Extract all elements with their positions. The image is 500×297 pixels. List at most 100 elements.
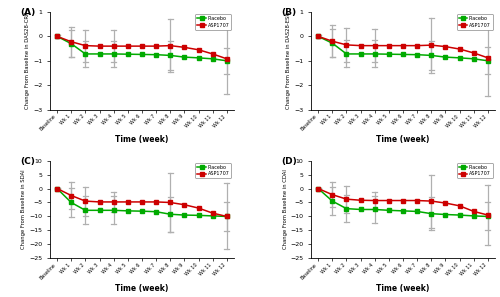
ASP1707 [485, 213, 491, 217]
Placebo [471, 214, 477, 218]
Line: ASP1707: ASP1707 [55, 187, 229, 218]
Placebo [125, 209, 131, 213]
ASP1707 [372, 199, 378, 202]
Text: (C): (C) [20, 157, 36, 166]
Placebo [358, 208, 364, 211]
Placebo [54, 34, 60, 38]
ASP1707 [82, 199, 88, 203]
ASP1707 [414, 199, 420, 202]
Placebo [428, 54, 434, 57]
ASP1707 [182, 203, 188, 206]
ASP1707 [153, 44, 159, 48]
Placebo [96, 52, 102, 56]
ASP1707 [153, 200, 159, 204]
Placebo [344, 207, 349, 210]
ASP1707 [167, 201, 173, 204]
Y-axis label: Change From Baseline in DAS28-ESR: Change From Baseline in DAS28-ESR [286, 12, 292, 109]
Placebo [167, 212, 173, 216]
Placebo [196, 56, 202, 60]
Placebo [414, 53, 420, 56]
Line: Placebo: Placebo [55, 187, 229, 218]
ASP1707 [456, 47, 462, 51]
Placebo [428, 212, 434, 215]
Placebo [210, 214, 216, 218]
Line: ASP1707: ASP1707 [55, 34, 229, 61]
Placebo [153, 53, 159, 56]
ASP1707 [125, 44, 131, 48]
Legend: Placebo, ASP1707: Placebo, ASP1707 [196, 14, 232, 30]
Legend: Placebo, ASP1707: Placebo, ASP1707 [196, 163, 232, 178]
Placebo [485, 215, 491, 218]
Placebo [386, 52, 392, 56]
Placebo [54, 187, 60, 190]
X-axis label: Time (week): Time (week) [116, 284, 168, 293]
Placebo [82, 208, 88, 212]
ASP1707 [82, 44, 88, 48]
ASP1707 [315, 187, 321, 190]
ASP1707 [386, 44, 392, 48]
Placebo [372, 208, 378, 211]
Placebo [196, 214, 202, 217]
Placebo [139, 209, 145, 213]
ASP1707 [471, 51, 477, 55]
Placebo [68, 42, 74, 45]
Line: ASP1707: ASP1707 [316, 34, 490, 60]
Placebo [330, 41, 336, 45]
ASP1707 [428, 199, 434, 203]
Placebo [358, 52, 364, 56]
ASP1707 [442, 201, 448, 205]
Placebo [330, 199, 336, 203]
ASP1707 [358, 44, 364, 48]
ASP1707 [386, 199, 392, 202]
Legend: Placebo, ASP1707: Placebo, ASP1707 [456, 14, 492, 30]
Placebo [224, 215, 230, 218]
Placebo [344, 52, 349, 56]
Placebo [315, 187, 321, 190]
Placebo [153, 210, 159, 214]
ASP1707 [110, 200, 116, 204]
Placebo [224, 59, 230, 63]
Placebo [442, 213, 448, 216]
ASP1707 [167, 44, 173, 48]
X-axis label: Time (week): Time (week) [116, 135, 168, 144]
ASP1707 [330, 193, 336, 196]
ASP1707 [315, 34, 321, 38]
ASP1707 [54, 187, 60, 190]
Placebo [315, 34, 321, 38]
Line: Placebo: Placebo [316, 187, 490, 218]
ASP1707 [485, 56, 491, 60]
Text: (A): (A) [20, 8, 36, 17]
Line: ASP1707: ASP1707 [316, 187, 490, 217]
Placebo [456, 56, 462, 60]
Placebo [442, 55, 448, 59]
X-axis label: Time (week): Time (week) [376, 284, 430, 293]
ASP1707 [125, 200, 131, 204]
ASP1707 [139, 200, 145, 204]
Y-axis label: Change From Baseline in SDAI: Change From Baseline in SDAI [22, 170, 26, 249]
Placebo [400, 53, 406, 56]
Placebo [68, 201, 74, 204]
Placebo [167, 54, 173, 57]
ASP1707 [96, 44, 102, 48]
ASP1707 [372, 44, 378, 48]
Placebo [182, 55, 188, 59]
Placebo [400, 209, 406, 213]
ASP1707 [68, 40, 74, 43]
ASP1707 [442, 45, 448, 48]
Placebo [372, 52, 378, 56]
Placebo [139, 53, 145, 56]
ASP1707 [96, 200, 102, 204]
ASP1707 [196, 48, 202, 52]
Placebo [414, 210, 420, 213]
Placebo [210, 57, 216, 61]
ASP1707 [428, 43, 434, 47]
Y-axis label: Change From Baseline in CDAI: Change From Baseline in CDAI [282, 170, 288, 249]
ASP1707 [344, 197, 349, 201]
Text: (B): (B) [282, 8, 297, 17]
Placebo [471, 57, 477, 61]
Placebo [82, 52, 88, 56]
ASP1707 [330, 40, 336, 43]
Placebo [386, 208, 392, 212]
Text: (D): (D) [282, 157, 298, 166]
ASP1707 [110, 44, 116, 48]
